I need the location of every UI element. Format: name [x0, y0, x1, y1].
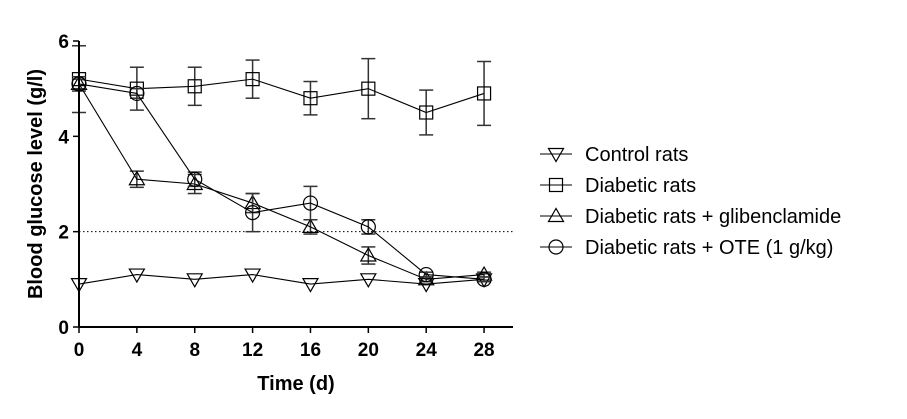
data-point: [476, 271, 492, 287]
data-point: [476, 86, 492, 101]
legend-marker-triangle-down-icon: [547, 147, 565, 163]
legend-marker-circle-icon: [548, 239, 564, 255]
y-tick-label: 6: [58, 32, 69, 53]
data-point: [187, 171, 203, 187]
x-tick-label: 20: [358, 340, 379, 361]
legend-label: Diabetic rats + OTE (1 g/kg): [585, 237, 833, 259]
x-tick-label: 12: [242, 340, 263, 361]
data-point: [186, 175, 204, 191]
data-point: [187, 79, 202, 94]
axes: [78, 41, 513, 328]
data-point: [360, 219, 376, 235]
x-tick-label: 8: [189, 340, 200, 361]
data-point: [417, 270, 435, 286]
data-point: [128, 268, 146, 284]
legend-item: Control rats: [540, 144, 688, 166]
series-line: [78, 274, 485, 285]
data-point: [301, 278, 320, 293]
data-point: [301, 218, 320, 233]
y-tick-label: 0: [58, 318, 69, 339]
data-point: [128, 170, 146, 186]
series-line: [78, 83, 485, 280]
legend-label: Diabetic rats: [585, 175, 696, 197]
x-tick-label: 0: [74, 340, 85, 361]
data-point: [245, 72, 260, 87]
legend-label: Diabetic rats + glibenclamide: [585, 206, 841, 228]
data-point: [302, 195, 319, 211]
data-point: [303, 91, 318, 106]
data-point: [244, 268, 262, 284]
x-tick-label: 16: [300, 340, 321, 361]
data-point: [419, 105, 434, 120]
x-axis-title: Time (d): [257, 373, 334, 395]
data-point: [186, 273, 204, 289]
data-point: [418, 266, 434, 283]
legend-marker-triangle-up-icon: [547, 207, 565, 223]
y-tick-label: 2: [58, 223, 69, 244]
data-point: [359, 273, 377, 289]
legend-item: Diabetic rats: [540, 175, 696, 197]
data-point: [129, 85, 145, 102]
y-axis-title: Blood glucose level (g/l): [25, 69, 47, 299]
x-tick-label: 4: [132, 340, 143, 361]
series-line: [78, 83, 485, 280]
series-line: [78, 78, 485, 114]
data-point: [359, 246, 377, 262]
data-point: [361, 81, 376, 96]
plot-area: [70, 45, 513, 293]
legend: Control rats Diabetic rats Diabetic rats +…: [540, 144, 841, 259]
legend-item: Diabetic rats + glibenclamide: [540, 206, 841, 228]
x-tick-label: 24: [416, 340, 438, 361]
legend-label: Control rats: [585, 144, 688, 166]
legend-item: Diabetic rats + OTE (1 g/kg): [540, 237, 833, 259]
y-tick-label: 4: [58, 127, 69, 148]
legend-marker-square-icon: [548, 177, 564, 193]
x-tick-label: 28: [473, 340, 494, 361]
data-point: [245, 205, 261, 221]
